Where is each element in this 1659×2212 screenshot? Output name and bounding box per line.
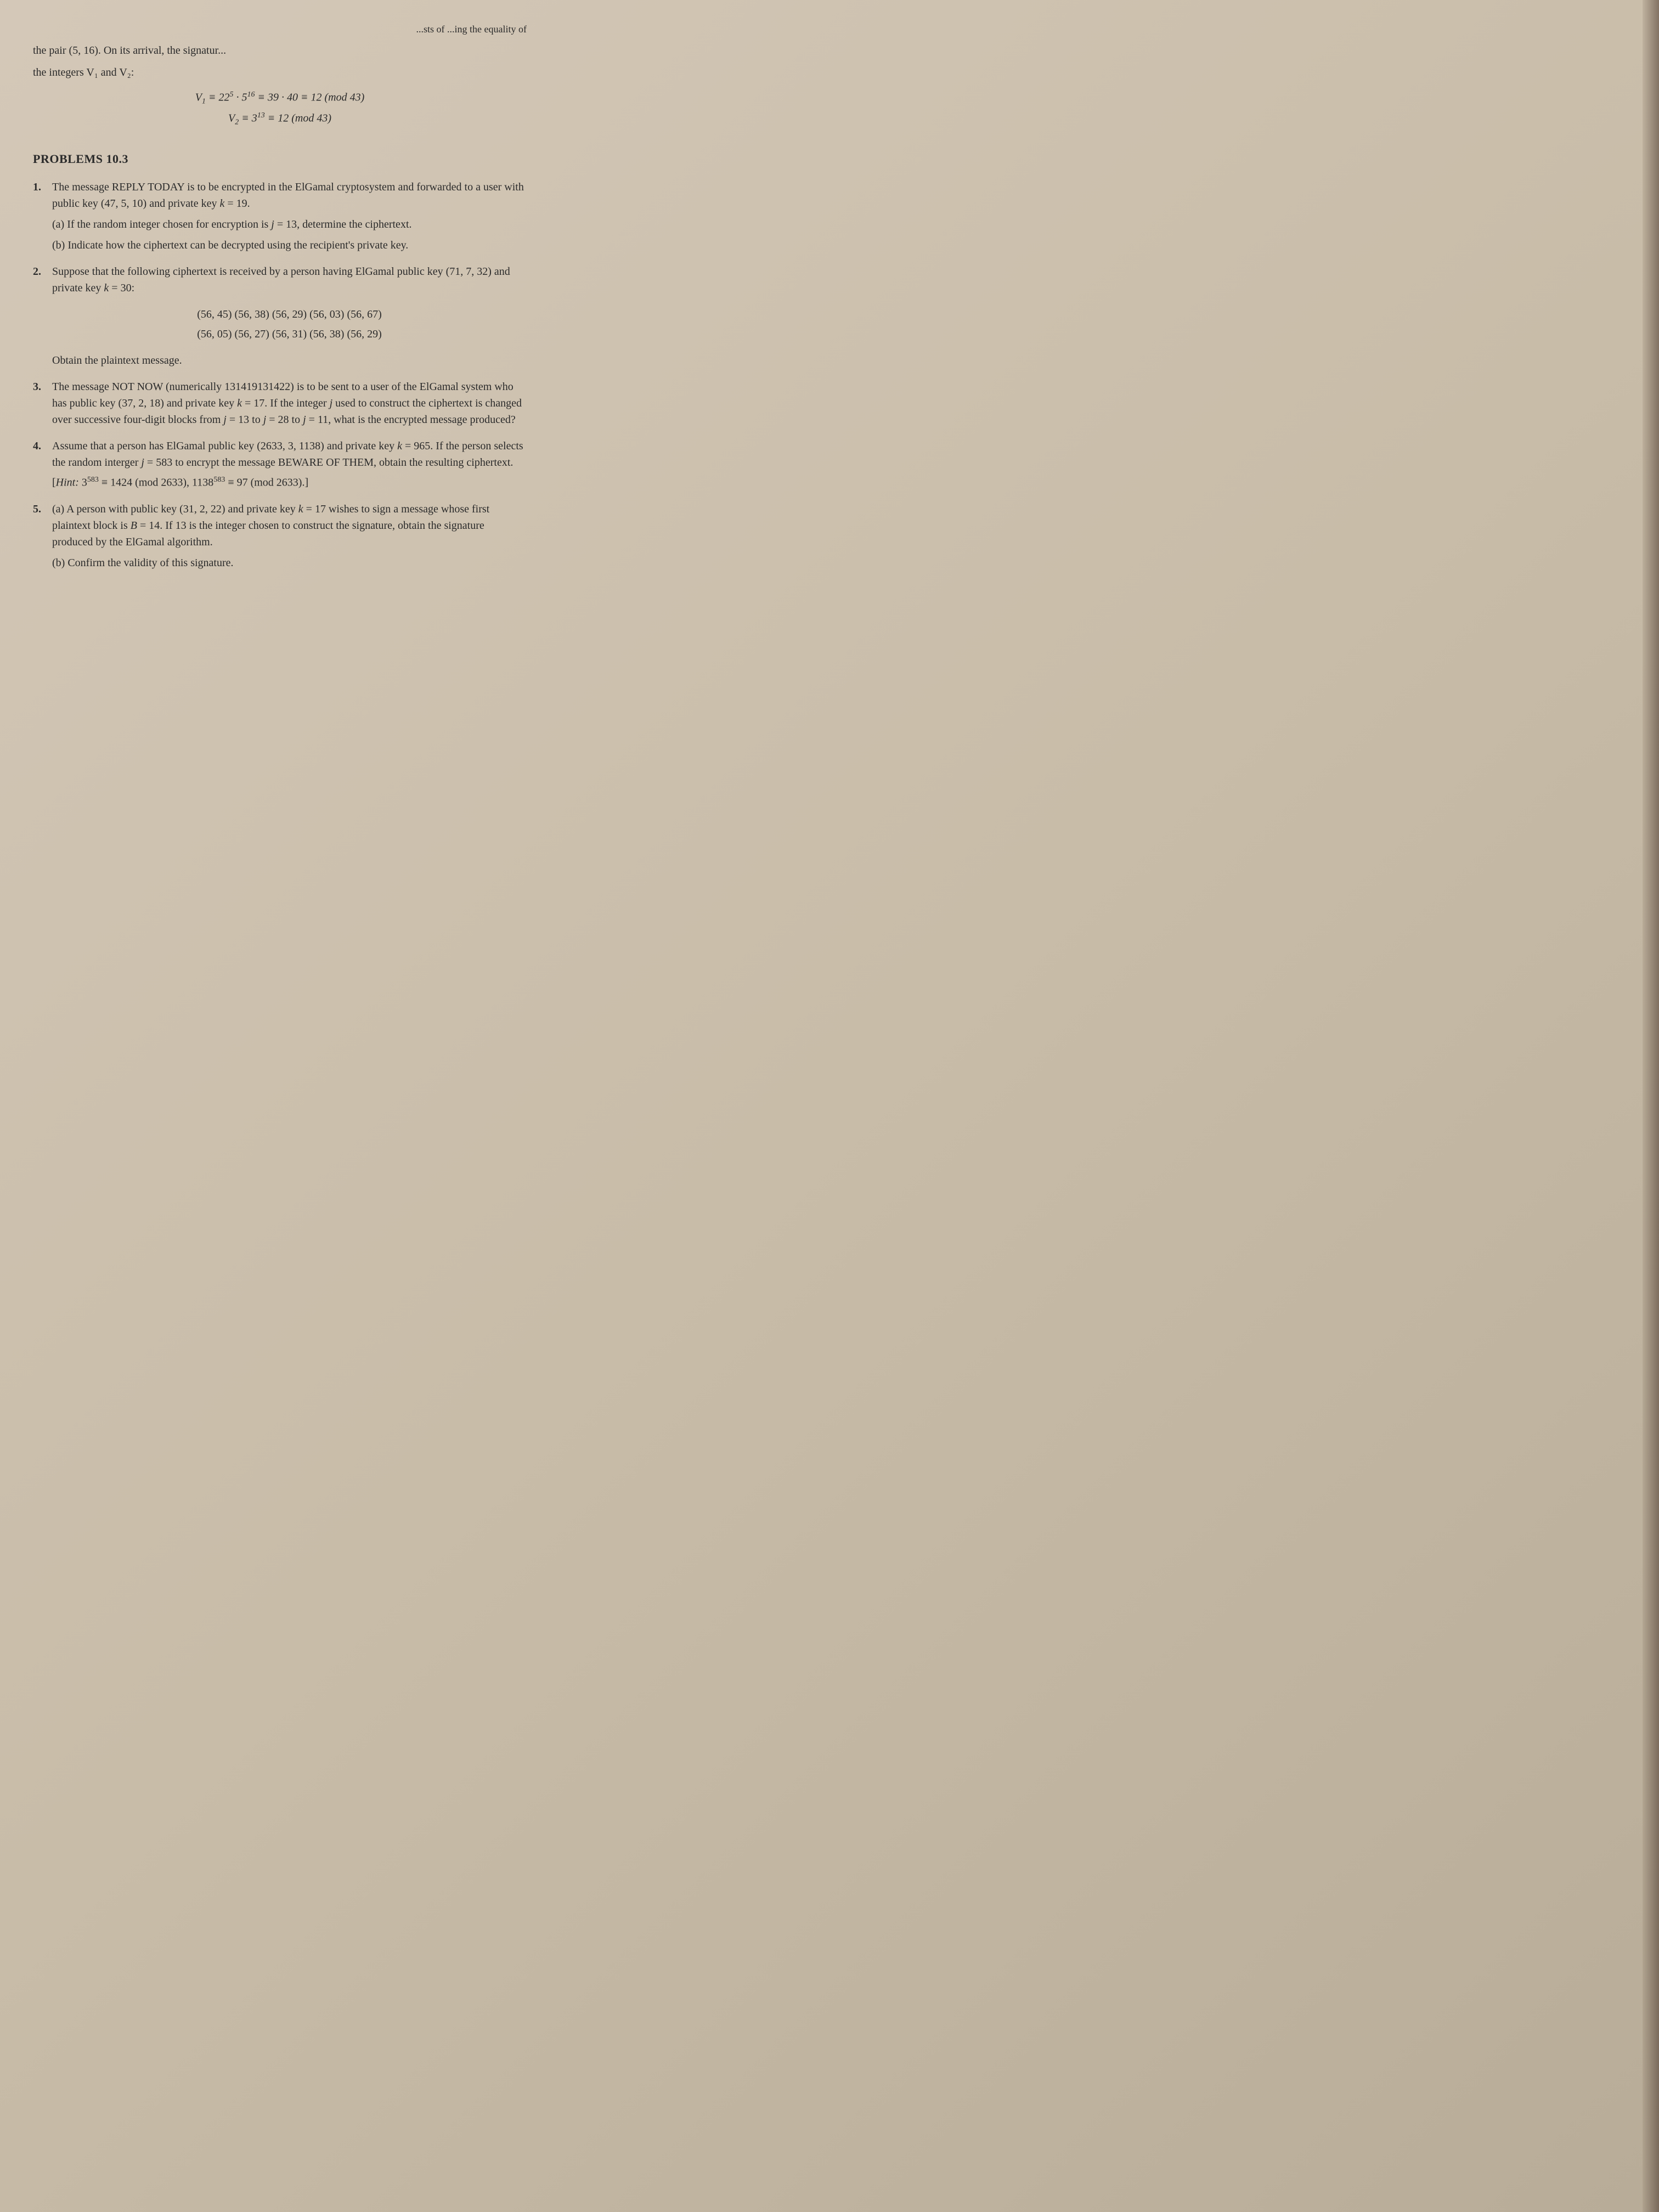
problem-body: Assume that a person has ElGamal public … [52, 438, 527, 491]
page-curve-shadow [1643, 0, 1659, 2212]
top-text-fragment-2: the integers V₁ and V₂: [33, 64, 527, 81]
cipher-row-1: (56, 45) (56, 38) (56, 29) (56, 03) (56,… [52, 304, 527, 324]
problem-number: 2. [33, 263, 52, 369]
problem-4: 4. Assume that a person has ElGamal publ… [33, 438, 527, 491]
problem-text: Assume that a person has ElGamal public … [52, 440, 523, 469]
problem-text: The message NOT NOW (numerically 1314191… [52, 381, 522, 426]
problem-number: 4. [33, 438, 52, 491]
problem-1a: (a) If the random integer chosen for enc… [52, 216, 527, 233]
problem-5: 5. (a) A person with public key (31, 2, … [33, 501, 527, 571]
problem-hint: [Hint: 3583 ≡ 1424 (mod 2633), 1138583 ≡… [52, 474, 527, 491]
problem-5a: (a) A person with public key (31, 2, 22)… [52, 501, 527, 550]
top-right-fragment: ...sts of ...ing the equality of [33, 22, 527, 37]
problem-number: 3. [33, 379, 52, 428]
problem-body: (a) A person with public key (31, 2, 22)… [52, 501, 527, 571]
section-title: PROBLEMS 10.3 [33, 150, 527, 168]
problem-text: The message REPLY TODAY is to be encrypt… [52, 181, 524, 210]
problem-number: 1. [33, 179, 52, 253]
problem-body: Suppose that the following ciphertext is… [52, 263, 527, 369]
equation-v1: V1 ≡ 225 · 516 ≡ 39 · 40 ≡ 12 (mod 43) [33, 89, 527, 108]
equation-v2: V2 ≡ 313 ≡ 12 (mod 43) [33, 110, 527, 128]
cipher-row-2: (56, 05) (56, 27) (56, 31) (56, 38) (56,… [52, 324, 527, 344]
problem-5b: (b) Confirm the validity of this signatu… [52, 555, 527, 571]
problem-3: 3. The message NOT NOW (numerically 1314… [33, 379, 527, 428]
equation-block: V1 ≡ 225 · 516 ≡ 39 · 40 ≡ 12 (mod 43) V… [33, 89, 527, 128]
problem-tail: Obtain the plaintext message. [52, 352, 527, 369]
textbook-page: ...sts of ...ing the equality of the pai… [33, 22, 527, 571]
problem-text: Suppose that the following ciphertext is… [52, 266, 510, 294]
problem-1b: (b) Indicate how the ciphertext can be d… [52, 237, 527, 253]
problem-body: The message NOT NOW (numerically 1314191… [52, 379, 527, 428]
problem-2: 2. Suppose that the following ciphertext… [33, 263, 527, 369]
cipher-pairs: (56, 45) (56, 38) (56, 29) (56, 03) (56,… [52, 304, 527, 344]
problem-1: 1. The message REPLY TODAY is to be encr… [33, 179, 527, 253]
problem-body: The message REPLY TODAY is to be encrypt… [52, 179, 527, 253]
top-text-fragment-1: the pair (5, 16). On its arrival, the si… [33, 42, 527, 59]
problem-number: 5. [33, 501, 52, 571]
